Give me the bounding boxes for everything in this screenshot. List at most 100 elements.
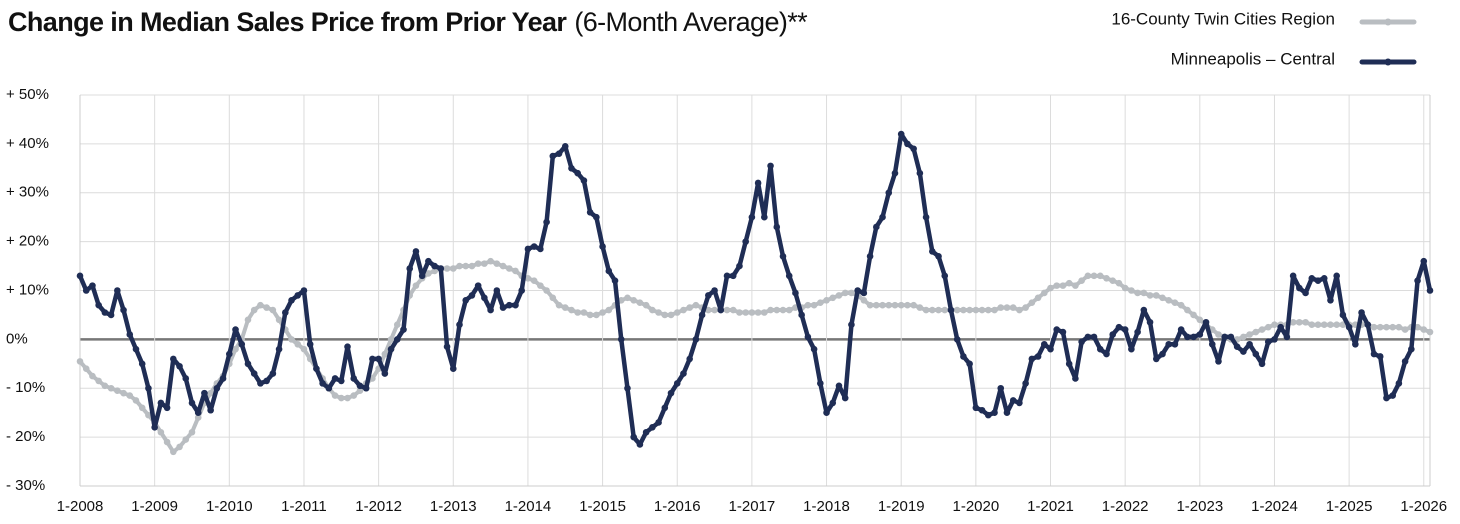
point: [754, 179, 762, 187]
point: [524, 274, 532, 282]
point: [530, 243, 538, 250]
point: [201, 389, 208, 397]
x-tick-label: 1-2008: [57, 498, 104, 515]
point: [194, 414, 202, 421]
point: [1208, 340, 1216, 348]
point: [325, 384, 333, 392]
point: [630, 296, 637, 304]
point: [1383, 394, 1390, 402]
point: [1296, 318, 1303, 326]
point: [269, 306, 277, 314]
point: [960, 306, 967, 314]
point: [95, 377, 102, 385]
point: [1227, 333, 1235, 341]
point: [978, 406, 986, 414]
point: [817, 380, 824, 387]
point: [412, 248, 420, 255]
point: [841, 394, 849, 402]
point: [468, 262, 476, 270]
point: [580, 309, 588, 316]
y-tick-label: 0%: [6, 330, 28, 347]
point: [866, 301, 874, 309]
point: [456, 262, 463, 270]
point: [935, 306, 942, 314]
point: [922, 306, 930, 314]
point: [761, 309, 768, 316]
x-tick-label: 1-2009: [131, 498, 178, 515]
point: [935, 252, 942, 260]
point: [1426, 328, 1434, 336]
point: [188, 428, 196, 436]
point: [555, 301, 563, 309]
point: [170, 355, 177, 363]
point: [76, 358, 84, 365]
point: [1370, 350, 1378, 358]
point: [736, 262, 743, 270]
point: [543, 218, 550, 226]
point: [1103, 274, 1110, 282]
point: [375, 355, 382, 363]
point: [232, 345, 239, 353]
x-tick-label: 1-2013: [430, 498, 477, 515]
point: [649, 424, 656, 431]
point: [244, 316, 252, 324]
point: [860, 296, 868, 304]
point: [499, 304, 507, 311]
point: [537, 245, 544, 253]
point: [1190, 311, 1197, 319]
point: [194, 409, 202, 416]
legend-label: Minneapolis – Central: [1171, 49, 1335, 68]
point: [1140, 306, 1148, 314]
point: [418, 272, 426, 280]
point: [1333, 321, 1340, 329]
point: [1308, 321, 1316, 329]
x-tick-label: 1-2012: [355, 498, 402, 515]
point: [1339, 311, 1347, 319]
point: [1040, 289, 1048, 297]
point: [929, 306, 936, 314]
point: [698, 311, 706, 319]
point: [393, 321, 401, 329]
point: [126, 392, 134, 399]
point: [1202, 318, 1210, 326]
point: [138, 404, 146, 412]
point: [655, 309, 662, 316]
point: [1146, 318, 1154, 326]
point: [1009, 397, 1017, 404]
point: [1171, 340, 1179, 348]
point: [163, 404, 171, 412]
point: [132, 397, 140, 404]
point: [686, 304, 693, 311]
point: [331, 392, 339, 399]
point: [1420, 326, 1428, 333]
title-main: Change in Median Sales Price from Prior …: [8, 7, 567, 37]
point: [226, 350, 233, 358]
point: [929, 248, 936, 255]
point: [767, 306, 774, 314]
point: [1072, 282, 1079, 289]
point: [1320, 321, 1328, 329]
point: [829, 294, 837, 302]
point: [1370, 323, 1378, 331]
point: [642, 301, 650, 309]
point: [953, 336, 961, 343]
point: [1128, 287, 1135, 294]
point: [107, 311, 115, 319]
point: [568, 165, 575, 172]
x-tick-label: 1-2022: [1102, 498, 1149, 515]
point: [729, 272, 737, 280]
point: [1221, 333, 1229, 341]
point: [1115, 323, 1123, 331]
point: [1016, 399, 1023, 407]
point: [132, 345, 140, 353]
point: [1215, 331, 1222, 338]
point: [449, 365, 457, 373]
y-tick-label: + 30%: [6, 184, 49, 201]
point: [680, 370, 687, 377]
point: [667, 389, 675, 397]
point: [1240, 333, 1247, 341]
point: [692, 301, 700, 309]
point: [904, 140, 911, 148]
point: [1302, 289, 1309, 297]
point: [188, 399, 196, 407]
